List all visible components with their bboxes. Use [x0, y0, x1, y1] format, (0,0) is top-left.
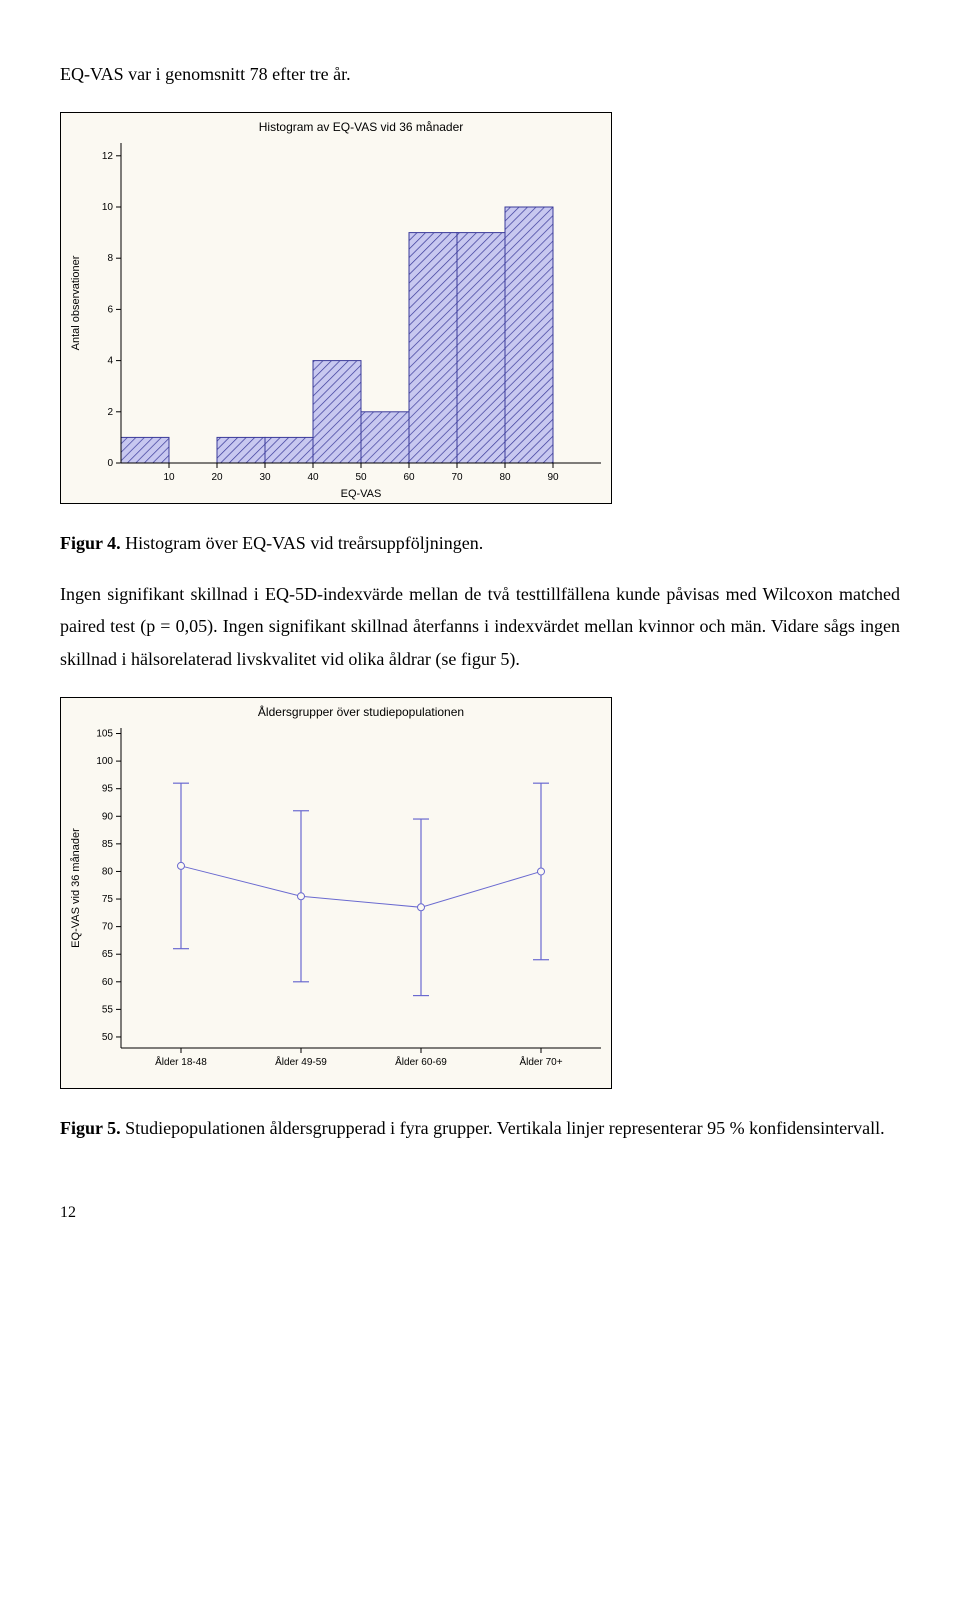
svg-text:2: 2: [107, 407, 113, 418]
svg-text:60: 60: [403, 472, 415, 483]
svg-text:EQ-VAS: EQ-VAS: [341, 488, 382, 500]
svg-text:0: 0: [107, 458, 113, 469]
svg-text:80: 80: [102, 866, 114, 877]
svg-text:Ålder 18-48: Ålder 18-48: [155, 1055, 207, 1068]
svg-text:50: 50: [355, 472, 367, 483]
svg-text:90: 90: [547, 472, 559, 483]
figure4-text: Histogram över EQ-VAS vid treårsuppföljn…: [121, 533, 484, 553]
svg-text:Ålder 70+: Ålder 70+: [519, 1055, 562, 1068]
svg-text:70: 70: [451, 472, 463, 483]
svg-text:50: 50: [102, 1032, 114, 1043]
figure5-caption: Figur 5. Studiepopulationen åldersgruppe…: [60, 1112, 900, 1144]
svg-text:4: 4: [107, 356, 113, 367]
svg-text:12: 12: [102, 151, 114, 162]
svg-text:100: 100: [96, 756, 113, 767]
svg-text:95: 95: [102, 784, 114, 795]
svg-text:70: 70: [102, 922, 114, 933]
figure5-text: Studiepopulationen åldersgrupperad i fyr…: [121, 1118, 885, 1138]
errorbar-chart: Åldersgrupper över studiepopulationen 50 5…: [60, 697, 612, 1089]
figure4-label: Figur 4.: [60, 533, 121, 553]
svg-text:90: 90: [102, 811, 114, 822]
paragraph-2: Ingen signifikant skillnad i EQ-5D-index…: [60, 578, 900, 675]
svg-text:Ålder 49-59: Ålder 49-59: [275, 1055, 327, 1068]
svg-text:80: 80: [499, 472, 511, 483]
figure4-caption: Figur 4. Histogram över EQ-VAS vid treår…: [60, 527, 900, 559]
svg-text:8: 8: [107, 254, 113, 265]
svg-text:Åldersgrupper över studiepopul: Åldersgrupper över studiepopulationen: [258, 704, 464, 719]
figure5-label: Figur 5.: [60, 1118, 121, 1138]
svg-text:Ålder 60-69: Ålder 60-69: [395, 1055, 447, 1068]
svg-text:60: 60: [102, 977, 114, 988]
svg-text:30: 30: [259, 472, 271, 483]
svg-text:20: 20: [211, 472, 223, 483]
svg-text:Histogram av EQ-VAS vid 36 mån: Histogram av EQ-VAS vid 36 månader: [259, 120, 464, 134]
svg-text:40: 40: [307, 472, 319, 483]
intro-paragraph: EQ-VAS var i genomsnitt 78 efter tre år.: [60, 58, 900, 90]
svg-text:10: 10: [163, 472, 175, 483]
svg-text:EQ-VAS vid 36 månader: EQ-VAS vid 36 månader: [70, 828, 82, 948]
svg-text:Antal observationer: Antal observationer: [70, 256, 82, 351]
svg-text:55: 55: [102, 1004, 114, 1015]
histogram-chart: Histogram av EQ-VAS vid 36 månader 0 2 4 6 8 1…: [60, 112, 612, 504]
svg-text:10: 10: [102, 202, 114, 213]
svg-text:75: 75: [102, 894, 114, 905]
svg-text:65: 65: [102, 949, 114, 960]
svg-text:105: 105: [96, 728, 113, 739]
svg-text:85: 85: [102, 839, 114, 850]
svg-text:6: 6: [107, 305, 113, 316]
page-number: 12: [60, 1204, 900, 1222]
